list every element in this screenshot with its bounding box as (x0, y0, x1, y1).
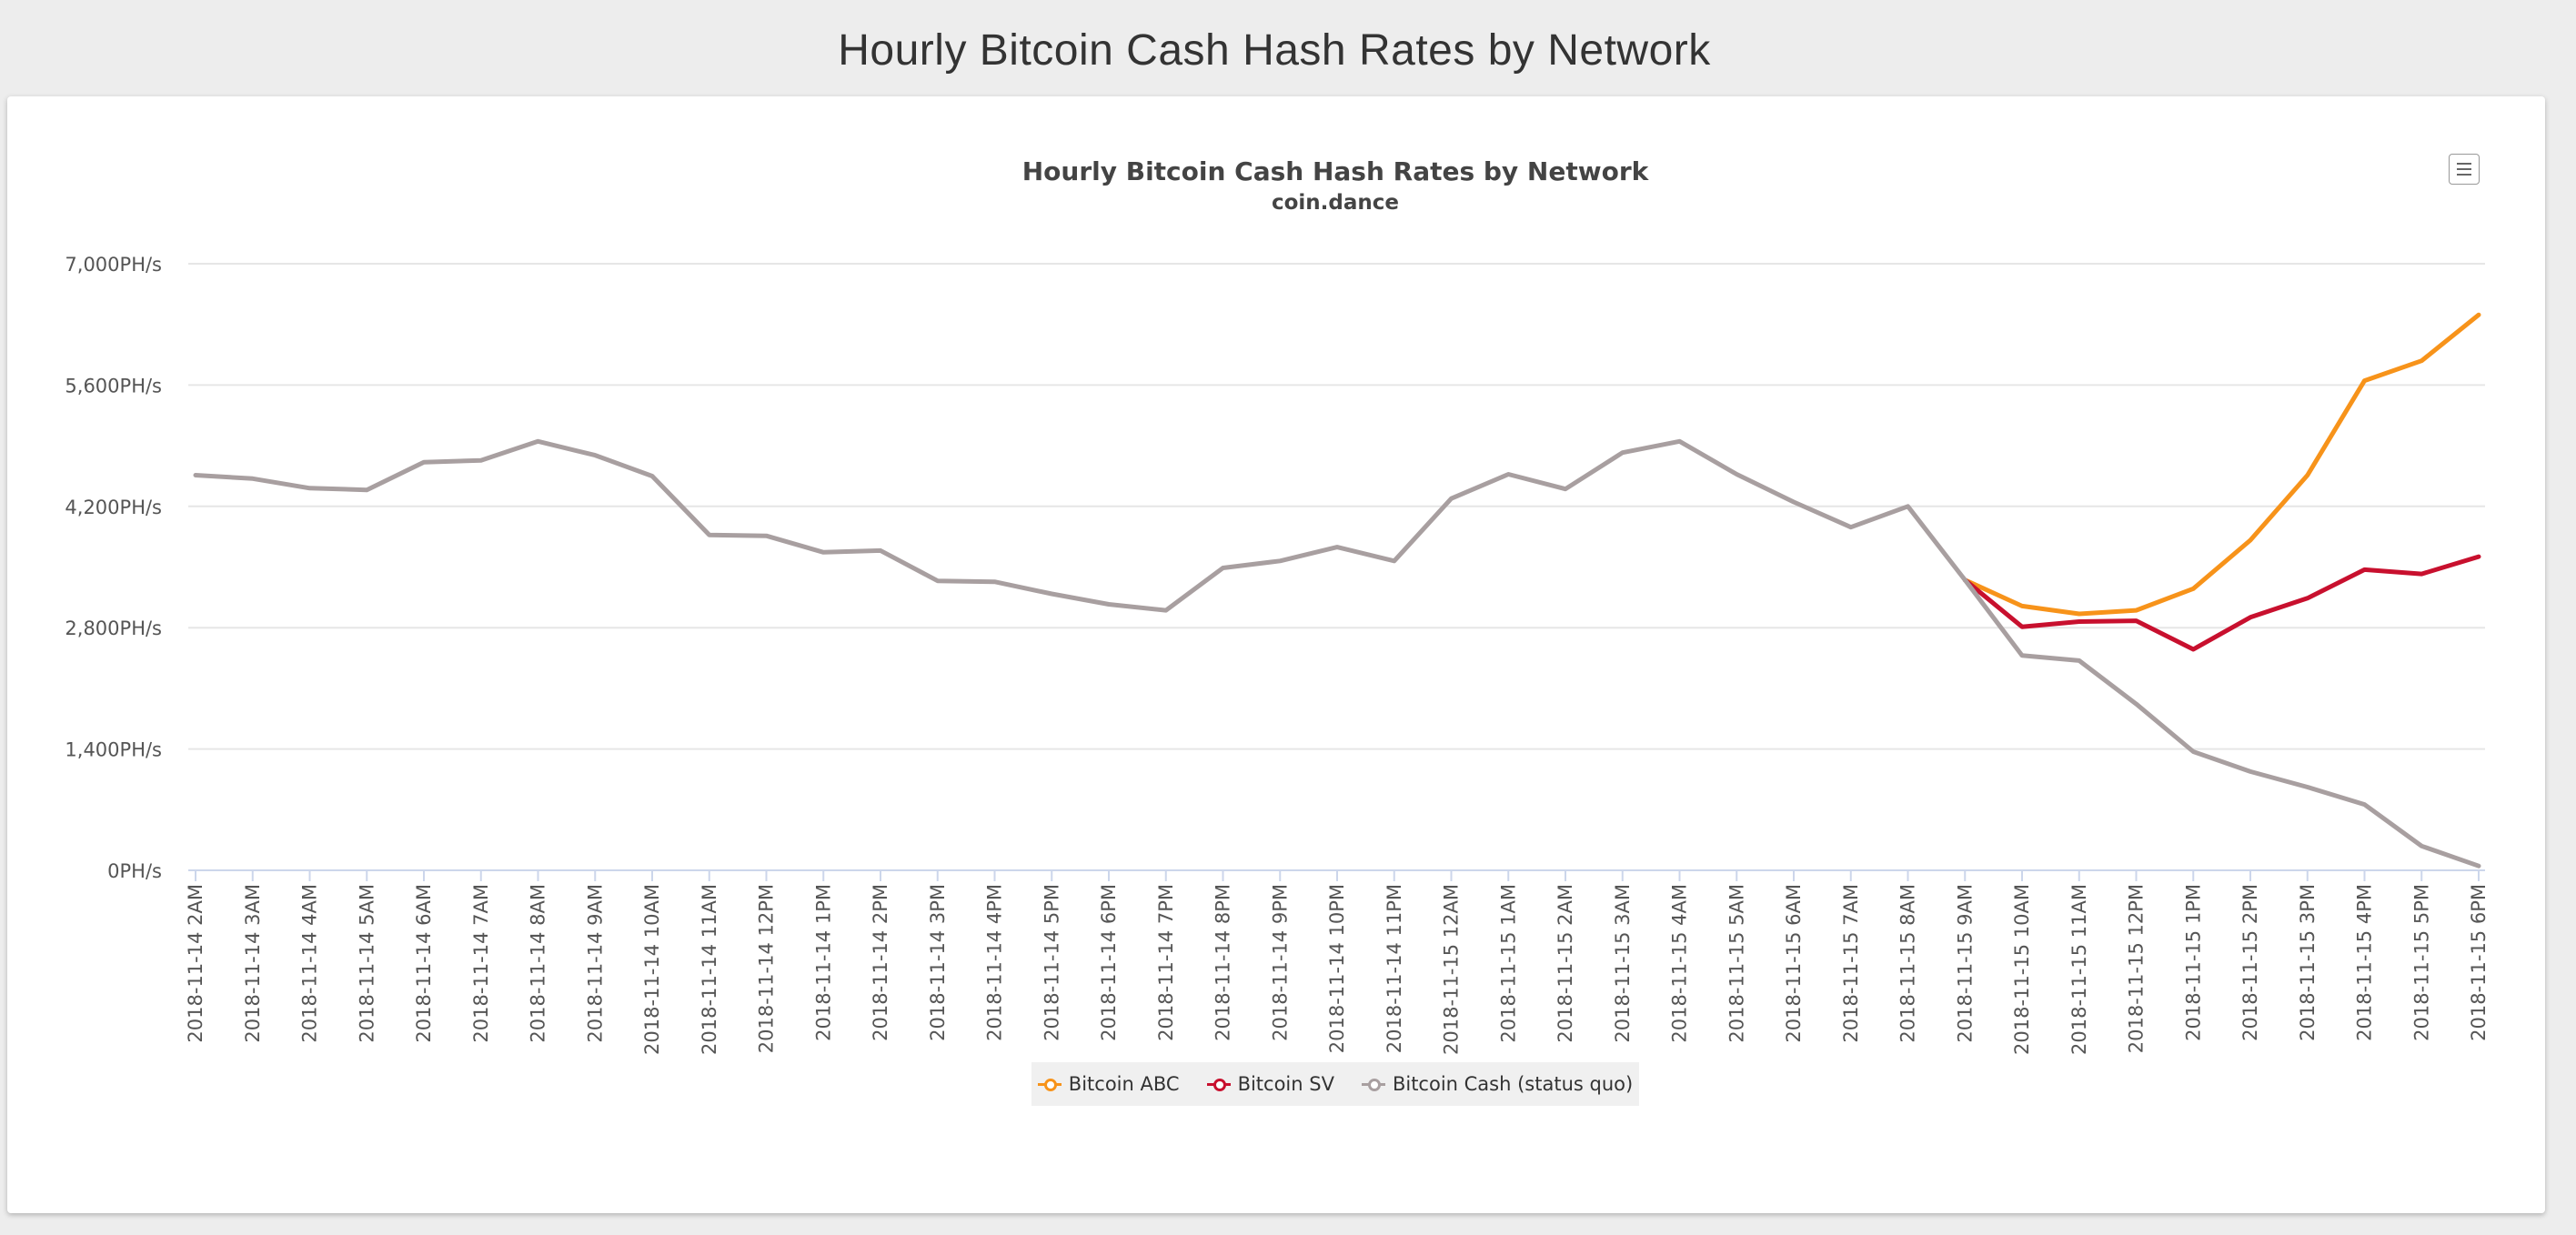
y-tick-label: 4,200PH/s (65, 497, 162, 518)
x-tick-label: 2018-11-14 1PM (812, 884, 834, 1041)
series-line-bitcoin-cash-status-quo[interactable] (193, 438, 2481, 869)
x-tick-label: 2018-11-14 11PM (1384, 884, 1405, 1053)
x-tick-label: 2018-11-15 1AM (1497, 884, 1519, 1043)
x-tick-label: 2018-11-15 11AM (2068, 884, 2090, 1055)
chart-card (7, 96, 2545, 1213)
x-tick-label: 2018-11-14 5AM (356, 884, 377, 1043)
x-tick-label: 2018-11-14 9PM (1269, 884, 1291, 1041)
x-tick-label: 2018-11-14 2PM (870, 884, 891, 1041)
legend-label: Bitcoin Cash (status quo) (1392, 1073, 1634, 1095)
hamburger-menu-icon (2457, 163, 2471, 165)
chart-menu-button[interactable] (2449, 154, 2480, 185)
x-tick-label: 2018-11-15 5PM (2410, 884, 2432, 1041)
x-tick-label: 2018-11-14 3AM (242, 884, 264, 1043)
legend-label: Bitcoin ABC (1068, 1073, 1180, 1095)
x-tick-label: 2018-11-15 6PM (2468, 884, 2490, 1041)
legend-item[interactable]: Bitcoin ABC (1037, 1073, 1180, 1095)
x-tick-label: 2018-11-14 4PM (984, 884, 1006, 1041)
x-tick-label: 2018-11-15 4AM (1669, 884, 1691, 1043)
x-tick-label: 2018-11-15 6AM (1783, 884, 1805, 1043)
legend-marker-icon (1037, 1077, 1062, 1091)
x-tick-label: 2018-11-15 7AM (1840, 884, 1862, 1043)
legend-marker-icon (1206, 1077, 1231, 1091)
x-tick-label: 2018-11-15 1PM (2182, 884, 2204, 1041)
x-tick-label: 2018-11-14 10AM (641, 884, 663, 1055)
x-tick-label: 2018-11-15 8AM (1897, 884, 1919, 1043)
x-tick-label: 2018-11-15 10AM (2011, 884, 2033, 1055)
x-tick-label: 2018-11-14 11AM (699, 884, 720, 1055)
x-tick-label: 2018-11-15 9AM (1954, 884, 1976, 1043)
x-tick-label: 2018-11-14 7PM (1155, 884, 1177, 1041)
x-tick-label: 2018-11-14 7AM (470, 884, 492, 1043)
legend-label: Bitcoin SV (1237, 1073, 1334, 1095)
x-tick-label: 2018-11-15 3PM (2297, 884, 2319, 1041)
x-tick-label: 2018-11-14 2AM (185, 884, 206, 1043)
chart-legend: Bitcoin ABC Bitcoin SV Bitcoin Cash (statu… (1031, 1062, 1639, 1106)
x-tick-label: 2018-11-14 4AM (299, 884, 321, 1043)
x-tick-label: 2018-11-14 10PM (1326, 884, 1348, 1053)
y-tick-label: 1,400PH/s (65, 739, 162, 761)
y-tick-label: 0PH/s (107, 860, 162, 882)
y-tick-label: 7,000PH/s (65, 254, 162, 276)
legend-marker-icon (1361, 1077, 1385, 1091)
x-tick-label: 2018-11-15 12PM (2126, 884, 2148, 1053)
x-tick-label: 2018-11-14 8AM (528, 884, 549, 1043)
chart-title: Hourly Bitcoin Cash Hash Rates by Networ… (1022, 156, 1650, 186)
x-tick-label: 2018-11-14 8PM (1213, 884, 1234, 1041)
legend-item[interactable]: Bitcoin SV (1206, 1073, 1334, 1095)
series-lines (193, 312, 2481, 869)
x-tick-label: 2018-11-14 6PM (1098, 884, 1120, 1041)
grid-lines (188, 263, 2485, 871)
series-line-bitcoin-sv[interactable] (1962, 554, 2481, 652)
series-line-bitcoin-abc[interactable] (1962, 312, 2481, 617)
x-tick-label: 2018-11-15 12AM (1441, 884, 1463, 1055)
x-axis: 2018-11-14 2AM 2018-11-14 3AM 2018-11-14 4… (185, 870, 2490, 1055)
page-title: Hourly Bitcoin Cash Hash Rates by Networ… (838, 26, 1711, 75)
y-tick-label: 5,600PH/s (65, 375, 162, 397)
x-tick-label: 2018-11-15 2PM (2239, 884, 2261, 1041)
x-tick-label: 2018-11-14 9AM (584, 884, 606, 1043)
y-axis: 0PH/s 1,400PH/s 2,800PH/s 4,200PH/s 5,600PH/… (65, 254, 162, 882)
chart-subtitle: coin.dance (1272, 191, 1399, 215)
x-tick-label: 2018-11-14 3PM (927, 884, 949, 1041)
x-tick-label: 2018-11-14 5PM (1041, 884, 1062, 1041)
x-tick-label: 2018-11-15 4PM (2354, 884, 2376, 1041)
x-tick-label: 2018-11-14 6AM (413, 884, 435, 1043)
legend-item[interactable]: Bitcoin Cash (status quo) (1361, 1073, 1634, 1095)
x-tick-label: 2018-11-14 12PM (756, 884, 778, 1053)
y-tick-label: 2,800PH/s (65, 618, 162, 639)
x-tick-label: 2018-11-15 5AM (1726, 884, 1747, 1043)
x-tick-label: 2018-11-15 2AM (1555, 884, 1576, 1043)
x-tick-label: 2018-11-15 3AM (1612, 884, 1634, 1043)
